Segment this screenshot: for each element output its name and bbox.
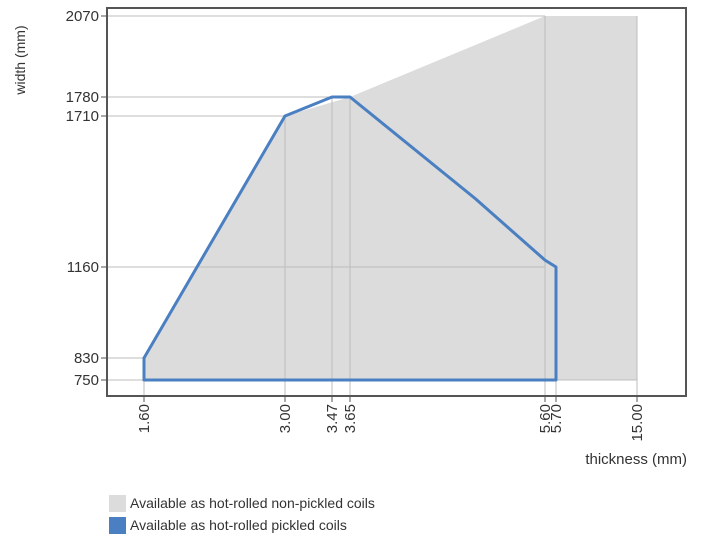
legend-label-non-pickled: Available as hot-rolled non-pickled coil… xyxy=(130,495,375,511)
y-tick-label-1160: 1160 xyxy=(67,259,99,276)
legend-item-non-pickled: Available as hot-rolled non-pickled coil… xyxy=(109,492,375,514)
y-tick-label-1710: 1710 xyxy=(66,108,99,125)
x-tick-label-1.60: 1.60 xyxy=(136,404,153,433)
y-tick-label-830: 830 xyxy=(74,350,99,367)
legend-label-pickled: Available as hot-rolled pickled coils xyxy=(130,517,347,533)
x-tick-label-5.70: 5.70 xyxy=(548,404,565,433)
legend-swatch-non-pickled xyxy=(109,494,126,512)
series-outline-pickled xyxy=(142,95,558,382)
x-tick-label-5.60: 5.60 xyxy=(537,404,554,433)
legend-swatch-pickled xyxy=(109,516,126,534)
x-tick-label-15.00: 15.00 xyxy=(629,404,646,442)
chart: 750 830 1160 1710 1780 2070 1.60 3.00 3.47 3.65 5.… xyxy=(12,7,687,468)
x-tick-label-3.00: 3.00 xyxy=(277,404,294,433)
plot-frame xyxy=(106,7,687,397)
x-tick-label-3.65: 3.65 xyxy=(342,404,359,433)
x-axis-label: thickness (mm) xyxy=(585,451,687,468)
y-axis-label: width (mm) xyxy=(12,25,28,95)
series-area-non-pickled xyxy=(144,16,637,380)
y-tick-label-2070: 2070 xyxy=(66,8,99,25)
y-tick-label-1780: 1780 xyxy=(66,89,99,106)
legend-item-pickled: Available as hot-rolled pickled coils xyxy=(109,514,375,536)
legend: Available as hot-rolled non-pickled coil… xyxy=(109,492,375,536)
y-tick-label-750: 750 xyxy=(74,372,99,389)
x-tick-label-3.47: 3.47 xyxy=(324,404,341,433)
